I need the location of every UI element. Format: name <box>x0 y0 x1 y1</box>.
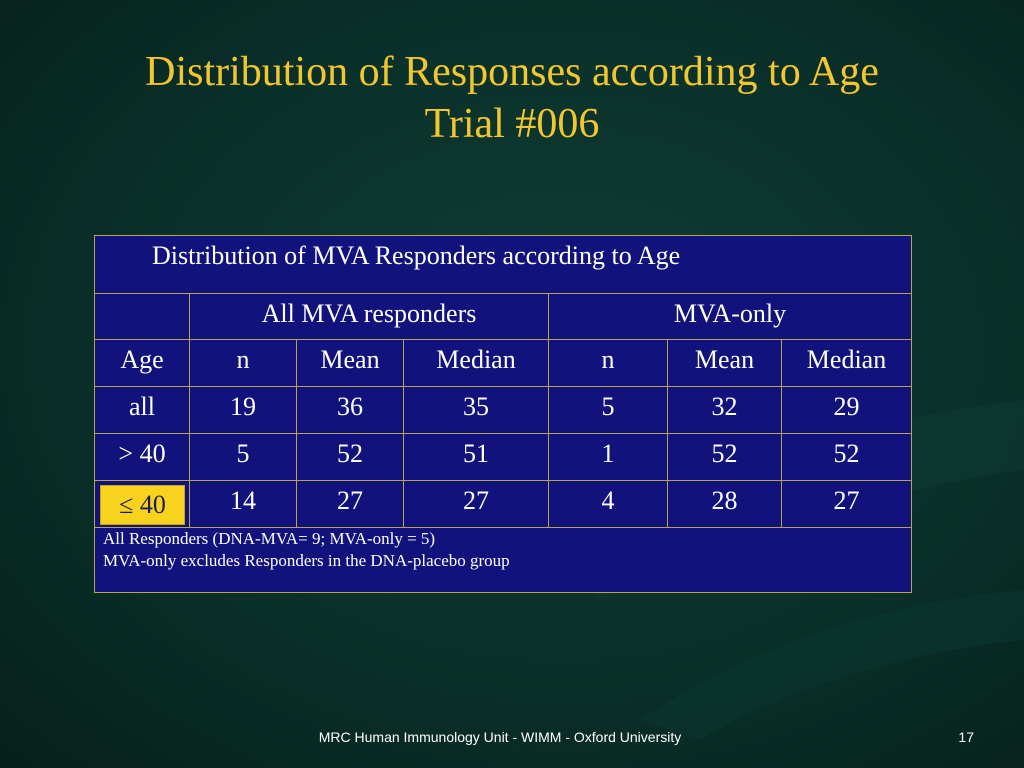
table-cell-highlighted: ≤ 40 <box>94 480 190 528</box>
table-cell: > 40 <box>94 433 190 481</box>
note-line-1: All Responders (DNA-MVA= 9; MVA-only = 5… <box>103 529 436 548</box>
table-cell: 27 <box>403 480 549 528</box>
table-cell: 29 <box>781 386 912 434</box>
table-cell: 51 <box>403 433 549 481</box>
column-header: Median <box>781 339 912 387</box>
table-cell: all <box>94 386 190 434</box>
column-header: n <box>189 339 297 387</box>
column-header-row: Age n Mean Median n Mean Median <box>94 339 912 387</box>
table-cell: 5 <box>548 386 668 434</box>
table-cell: 35 <box>403 386 549 434</box>
table-cell: 19 <box>189 386 297 434</box>
highlight-box: ≤ 40 <box>100 485 185 525</box>
group-header-all: All MVA responders <box>189 293 549 340</box>
group-header-mva-only: MVA-only <box>548 293 912 340</box>
column-header: Mean <box>296 339 404 387</box>
page-number: 17 <box>958 729 974 745</box>
table-cell: 4 <box>548 480 668 528</box>
slide-title: Distribution of Responses according to A… <box>0 46 1024 150</box>
column-header: Age <box>94 339 190 387</box>
note-line-2: MVA-only excludes Responders in the DNA-… <box>103 551 510 570</box>
table-cell: 52 <box>296 433 404 481</box>
table-cell: 1 <box>548 433 668 481</box>
table-cell: 28 <box>667 480 782 528</box>
group-header-empty <box>94 293 190 340</box>
table-cell: 14 <box>189 480 297 528</box>
table-row: all 19 36 35 5 32 29 <box>94 386 912 434</box>
table-cell: 52 <box>667 433 782 481</box>
table-cell: 5 <box>189 433 297 481</box>
column-header: Mean <box>667 339 782 387</box>
column-header: Median <box>403 339 549 387</box>
table-caption: Distribution of MVA Responders according… <box>94 235 912 294</box>
table-row: ≤ 40 14 27 27 4 28 27 <box>94 480 912 528</box>
table-cell: 27 <box>781 480 912 528</box>
table-cell: 36 <box>296 386 404 434</box>
table-row: > 40 5 52 51 1 52 52 <box>94 433 912 481</box>
title-line-2: Trial #006 <box>424 101 600 147</box>
footer-text: MRC Human Immunology Unit - WIMM - Oxfor… <box>318 729 682 745</box>
column-header: n <box>548 339 668 387</box>
table-cell: 52 <box>781 433 912 481</box>
table-notes: All Responders (DNA-MVA= 9; MVA-only = 5… <box>94 527 912 593</box>
table-cell: 32 <box>667 386 782 434</box>
title-line-1: Distribution of Responses according to A… <box>145 49 879 95</box>
table-cell: 27 <box>296 480 404 528</box>
responders-table: Distribution of MVA Responders according… <box>94 235 912 593</box>
